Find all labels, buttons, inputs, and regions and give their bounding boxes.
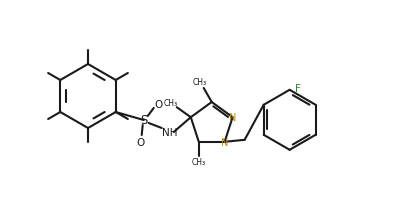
Text: CH₃: CH₃: [191, 157, 205, 166]
Text: S: S: [140, 114, 147, 127]
Text: CH₃: CH₃: [163, 98, 178, 107]
Text: O: O: [154, 100, 162, 110]
Text: F: F: [294, 83, 300, 93]
Text: CH₃: CH₃: [192, 78, 206, 87]
Text: N: N: [228, 113, 236, 123]
Text: N: N: [221, 137, 228, 147]
Text: NH: NH: [161, 127, 177, 137]
Text: O: O: [136, 137, 145, 147]
